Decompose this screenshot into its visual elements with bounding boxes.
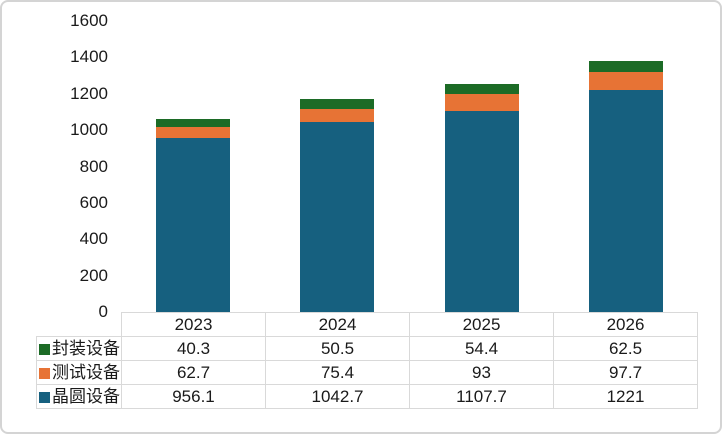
bar-segment-测试设备 [588, 72, 663, 90]
bar-2024 [300, 99, 375, 312]
legend-series-name: 测试设备 [52, 363, 120, 382]
bar-segment-晶圆设备 [300, 122, 375, 312]
value-cell: 1042.7 [265, 384, 410, 409]
bar-segment-测试设备 [156, 126, 231, 139]
bar-segment-测试设备 [444, 93, 519, 111]
value-cell: 75.4 [265, 360, 410, 385]
y-axis-tick-label: 600 [79, 192, 108, 212]
bar-segment-晶圆设备 [444, 110, 519, 312]
legend-color-swatch [39, 368, 50, 379]
table-header-year: 2025 [409, 312, 554, 337]
y-axis-tick-label: 0 [98, 302, 108, 321]
value-cell: 1221 [553, 384, 698, 409]
y-axis-tick-label: 1400 [70, 47, 108, 67]
table-corner-empty [37, 313, 122, 337]
value-cell: 956.1 [121, 384, 266, 409]
legend-cell-晶圆设备: 晶圆设备 [36, 384, 122, 409]
y-axis-tick-label: 1200 [70, 83, 108, 103]
bar-segment-晶圆设备 [588, 89, 663, 312]
bar-segment-封装设备 [300, 99, 375, 109]
y-axis-tick-label: 1000 [70, 120, 108, 140]
bar-segment-测试设备 [300, 108, 375, 123]
y-axis-tick-label: 800 [79, 156, 108, 176]
table-header-year: 2026 [553, 312, 698, 337]
y-axis-tick-label: 1600 [70, 11, 108, 30]
bar-segment-封装设备 [444, 83, 519, 94]
value-cell: 62.5 [553, 336, 698, 361]
value-cell: 62.7 [121, 360, 266, 385]
legend-cell-封装设备: 封装设备 [36, 336, 122, 361]
bar-segment-封装设备 [588, 60, 663, 73]
legend-series-name: 封装设备 [52, 339, 120, 358]
bar-2023 [156, 119, 231, 312]
legend-color-swatch [39, 392, 50, 403]
bar-2026 [588, 60, 663, 312]
value-cell: 40.3 [121, 336, 266, 361]
data-table: 2023 2024 2025 2026 封装设备 40.3 50.5 54.4 62.5 测试设备… [36, 312, 698, 409]
legend-cell-测试设备: 测试设备 [36, 360, 122, 385]
legend-color-swatch [39, 344, 50, 355]
bar-segment-晶圆设备 [156, 138, 231, 312]
value-cell: 50.5 [265, 336, 410, 361]
value-cell: 97.7 [553, 360, 698, 385]
bar-2025 [444, 83, 519, 312]
table-header-year: 2023 [121, 312, 266, 337]
value-cell: 93 [409, 360, 554, 385]
y-axis-tick-label: 200 [79, 265, 108, 285]
table-header-year: 2024 [265, 312, 410, 337]
value-cell: 54.4 [409, 336, 554, 361]
y-axis-tick-label: 400 [79, 229, 108, 249]
legend-series-name: 晶圆设备 [52, 387, 120, 406]
value-cell: 1107.7 [409, 384, 554, 409]
bar-segment-封装设备 [156, 119, 231, 127]
